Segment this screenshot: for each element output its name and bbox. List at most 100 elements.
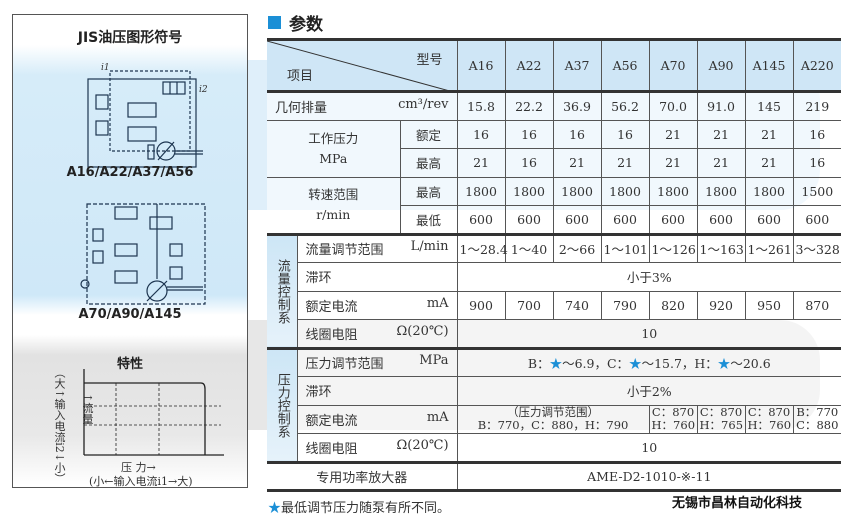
label-cell: 滞环 <box>297 262 458 292</box>
pressure-label-cell: 工作压力 MPa <box>267 119 401 178</box>
value-cell: 600 <box>696 205 746 236</box>
value-cell: 91.0 <box>696 91 746 121</box>
value-cell: 21 <box>600 148 650 178</box>
value-cell: B：770 C：880 <box>792 404 842 434</box>
table-row: 线圈电阻 Ω(20℃) 10 <box>267 319 842 350</box>
row-label: 流量调节范围 <box>305 243 384 259</box>
table-row: 额定电流 mA 900 700 740 790 820 920 950 870 <box>267 290 842 320</box>
hydraulic-symbol-a16-a56 <box>87 70 203 168</box>
unit-label: Ω(20℃) <box>396 323 449 339</box>
row-label: 滞环 <box>305 385 332 401</box>
value-cell: 740 <box>552 290 602 320</box>
value-cell: 1800 <box>552 176 602 206</box>
value-cell: 600 <box>648 205 698 236</box>
row-label: 几何排量 <box>275 100 328 116</box>
model-a220: A220 <box>792 39 842 93</box>
value-cell: 1800 <box>744 176 794 206</box>
value-cell: 1800 <box>600 176 650 206</box>
value-cell: 900 <box>456 290 506 320</box>
section-heading: 参数 <box>268 10 323 35</box>
value-cell: 145 <box>744 91 794 121</box>
row-label: 滞环 <box>305 271 332 287</box>
characteristic-curve <box>83 369 224 456</box>
value-cell: （压力调节范围） B：770，C：880，H：790 <box>456 404 650 434</box>
row-label: 线圈电阻 <box>305 441 358 457</box>
value-cell: 16 <box>792 148 842 178</box>
value-cell: 920 <box>696 290 746 320</box>
group-label: 流量控制系 <box>274 258 290 324</box>
i2-label: i2 <box>199 85 208 95</box>
hydraulic-symbol-a70-a145 <box>80 203 206 305</box>
star-icon: ★ <box>717 356 731 372</box>
value-cell: 16 <box>600 119 650 149</box>
table-row: 转速范围 r/min 最高 1800 1800 1800 1800 1800 1800 180… <box>267 176 842 236</box>
sub-label: 最高 <box>399 176 458 206</box>
value-line: C：870 <box>747 405 791 420</box>
table-row: 最低 600 600 600 600 600 600 600 600 <box>267 205 842 236</box>
label-cell: 额定电流 mA <box>297 404 458 434</box>
label-cell: 滞环 <box>297 376 458 406</box>
parameter-table: 型号 项目 A16 A22 A37 A56 A70 A90 A145 A220 … <box>267 38 842 492</box>
value-cell: 790 <box>600 290 650 320</box>
unit-label: r/min <box>316 207 351 222</box>
value-cell: 21 <box>696 148 746 178</box>
model-a22: A22 <box>504 39 554 93</box>
value-line: C：870 <box>699 405 743 420</box>
displacement-label-cell: 几何排量 cm³/rev <box>267 91 458 121</box>
label-cell: 压力调节范围 MPa <box>296 347 458 377</box>
value-cell: 1500 <box>792 176 842 206</box>
value-cell: 600 <box>600 205 650 236</box>
label-cell: 线圈电阻 Ω(20℃) <box>297 433 458 464</box>
value-cell: 22.2 <box>504 91 554 121</box>
value-line: H：760 <box>747 418 792 433</box>
square-bullet-icon <box>268 16 281 29</box>
model-a16: A16 <box>456 39 506 93</box>
range-text: ～6.9，C： <box>562 356 630 372</box>
i1-label: i1 <box>101 63 110 73</box>
value-cell: 21 <box>744 119 794 149</box>
panel-title: JIS油压图形符号 <box>77 30 183 46</box>
row-label: 额定电流 <box>305 299 358 315</box>
value-cell: 1～28.4 <box>456 233 508 263</box>
value-cell: 10 <box>456 319 842 350</box>
table-row: 专用功率放大器 AME-D2-1010-※-11 <box>267 461 842 492</box>
header-diagonal-cell: 型号 项目 <box>267 39 458 93</box>
value-line: B：770 <box>796 405 839 420</box>
value-cell: 700 <box>504 290 554 320</box>
value-cell: 36.9 <box>552 91 602 121</box>
value-cell: 小于3% <box>456 262 842 292</box>
section-title: 参数 <box>289 15 323 35</box>
table-row: 几何排量 cm³/rev 15.8 22.2 36.9 56.2 70.0 91.0 145 2… <box>267 91 842 121</box>
range-text: B： <box>527 356 550 372</box>
y-axis-label: （大↑输入电流i2↓小） <box>53 367 66 484</box>
value-cell: 16 <box>552 119 602 149</box>
table-row: 工作压力 MPa 额定 16 16 16 16 21 21 21 16 <box>267 119 842 178</box>
symbol2-caption: A70/A90/A145 <box>78 307 182 322</box>
model-a90: A90 <box>696 39 746 93</box>
value-cell: 1～126 <box>648 233 698 263</box>
speed-label-cell: 转速范围 r/min <box>267 176 401 236</box>
value-cell: 600 <box>504 205 554 236</box>
model-a56: A56 <box>600 39 650 93</box>
value-cell: 21 <box>648 148 698 178</box>
table-row: 线圈电阻 Ω(20℃) 10 <box>267 433 842 464</box>
value-cell: 600 <box>792 205 842 236</box>
value-cell: 16 <box>504 148 554 178</box>
row-label: 压力调节范围 <box>305 357 384 373</box>
value-line: B：770，C：880，H：790 <box>477 418 629 433</box>
diagonal-line <box>267 41 457 93</box>
pressure-control-group: 压力控制系 <box>267 347 298 464</box>
value-cell: 1800 <box>504 176 554 206</box>
row-label: 线圈电阻 <box>305 327 358 343</box>
value-cell: 219 <box>792 91 842 121</box>
group-label: 压力控制系 <box>274 372 290 438</box>
sub-label: 最高 <box>400 148 458 178</box>
x-axis-sublabel: (小←输入电流i1→大) <box>89 475 193 488</box>
value-cell: 21 <box>552 148 602 178</box>
table-row: 流量控制系 流量调节范围 L/min 1～28.4 1～40 2～66 1～101 1～1… <box>267 233 842 350</box>
hydraulic-symbol-panel: JIS油压图形符号 i1 i2 A16/A22/A37/A56 A70/A90/… <box>12 14 248 488</box>
table-row: 额定电流 mA （压力调节范围） B：770，C：880，H：790 C：870 H：… <box>267 404 842 434</box>
sub-label: 额定 <box>399 119 458 149</box>
value-line: H：765 <box>699 418 744 433</box>
value-cell: 3～328 <box>792 233 842 263</box>
